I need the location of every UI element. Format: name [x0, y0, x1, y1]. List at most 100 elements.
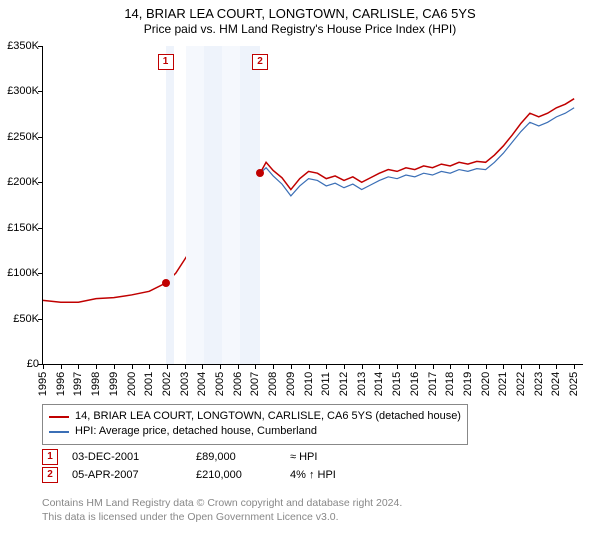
transaction-row: 103-DEC-2001£89,000≈ HPI: [42, 448, 370, 466]
x-tick-mark: [238, 364, 239, 369]
x-tick-label: 2000: [126, 372, 138, 396]
x-tick-label: 1997: [72, 372, 84, 396]
legend-swatch: [49, 431, 69, 433]
x-tick-mark: [415, 364, 416, 369]
sale-marker-1: 1: [158, 54, 174, 70]
x-tick-mark: [574, 364, 575, 369]
series-price_paid: [43, 99, 574, 303]
x-tick-mark: [167, 364, 168, 369]
chart-title: 14, BRIAR LEA COURT, LONGTOWN, CARLISLE,…: [0, 0, 600, 22]
x-tick-label: 2019: [462, 372, 474, 396]
chart-subtitle: Price paid vs. HM Land Registry's House …: [0, 22, 600, 40]
transaction-marker: 2: [42, 467, 58, 483]
x-tick-mark: [220, 364, 221, 369]
y-tick-mark: [38, 228, 43, 229]
transaction-diff: ≈ HPI: [290, 451, 370, 463]
sale-marker-2: 2: [252, 54, 268, 70]
transaction-price: £210,000: [196, 469, 276, 481]
x-tick-mark: [503, 364, 504, 369]
legend-swatch: [49, 416, 69, 418]
x-tick-mark: [291, 364, 292, 369]
x-tick-mark: [78, 364, 79, 369]
y-tick-mark: [38, 91, 43, 92]
legend-box: 14, BRIAR LEA COURT, LONGTOWN, CARLISLE,…: [42, 404, 468, 445]
legend-label: HPI: Average price, detached house, Cumb…: [75, 424, 317, 439]
x-tick-label: 1998: [90, 372, 102, 396]
shaded-band: [186, 46, 204, 364]
x-tick-mark: [521, 364, 522, 369]
x-tick-label: 2002: [161, 372, 173, 396]
chart-plot-area: £0£50K£100K£150K£200K£250K£300K£350K1995…: [42, 46, 583, 365]
x-tick-label: 2021: [497, 372, 509, 396]
x-tick-label: 2012: [338, 372, 350, 396]
x-tick-label: 2016: [409, 372, 421, 396]
x-tick-label: 2020: [480, 372, 492, 396]
x-tick-mark: [344, 364, 345, 369]
y-tick-mark: [38, 319, 43, 320]
x-tick-mark: [362, 364, 363, 369]
x-tick-mark: [379, 364, 380, 369]
x-tick-label: 2008: [267, 372, 279, 396]
y-tick-mark: [38, 137, 43, 138]
x-tick-mark: [468, 364, 469, 369]
x-tick-label: 2013: [356, 372, 368, 396]
shaded-band: [204, 46, 222, 364]
x-tick-label: 2010: [303, 372, 315, 396]
x-tick-label: 2009: [285, 372, 297, 396]
y-tick-mark: [38, 273, 43, 274]
y-tick-label: £200K: [7, 176, 39, 188]
x-tick-label: 2024: [550, 372, 562, 396]
transaction-marker: 1: [42, 449, 58, 465]
x-tick-mark: [486, 364, 487, 369]
transaction-diff: 4% ↑ HPI: [290, 469, 370, 481]
legend-item: 14, BRIAR LEA COURT, LONGTOWN, CARLISLE,…: [49, 409, 461, 424]
x-tick-mark: [132, 364, 133, 369]
shaded-band: [240, 46, 261, 364]
chart-lines: [43, 46, 583, 364]
x-tick-label: 2003: [179, 372, 191, 396]
y-tick-label: £350K: [7, 40, 39, 52]
x-tick-label: 2025: [568, 372, 580, 396]
x-tick-label: 2023: [533, 372, 545, 396]
legend-item: HPI: Average price, detached house, Cumb…: [49, 424, 461, 439]
x-tick-label: 2001: [143, 372, 155, 396]
x-tick-label: 1996: [55, 372, 67, 396]
x-tick-mark: [43, 364, 44, 369]
x-tick-label: 2014: [373, 372, 385, 396]
x-tick-mark: [450, 364, 451, 369]
x-tick-mark: [185, 364, 186, 369]
footer-line-2: This data is licensed under the Open Gov…: [42, 510, 402, 524]
x-tick-mark: [433, 364, 434, 369]
series-hpi: [260, 108, 574, 196]
x-tick-label: 2006: [232, 372, 244, 396]
shaded-band: [222, 46, 240, 364]
footer-attribution: Contains HM Land Registry data © Crown c…: [42, 496, 402, 524]
y-tick-label: £300K: [7, 85, 39, 97]
shaded-band: [166, 46, 174, 364]
x-tick-mark: [61, 364, 62, 369]
x-tick-label: 2018: [444, 372, 456, 396]
transaction-row: 205-APR-2007£210,0004% ↑ HPI: [42, 466, 370, 484]
y-tick-label: £50K: [13, 313, 39, 325]
y-tick-label: £250K: [7, 131, 39, 143]
x-tick-mark: [273, 364, 274, 369]
x-tick-mark: [309, 364, 310, 369]
transaction-table: 103-DEC-2001£89,000≈ HPI205-APR-2007£210…: [42, 448, 370, 484]
x-tick-label: 2017: [427, 372, 439, 396]
x-tick-mark: [202, 364, 203, 369]
x-tick-label: 1999: [108, 372, 120, 396]
x-tick-label: 2004: [196, 372, 208, 396]
legend-label: 14, BRIAR LEA COURT, LONGTOWN, CARLISLE,…: [75, 409, 461, 424]
y-tick-label: £150K: [7, 222, 39, 234]
x-tick-mark: [255, 364, 256, 369]
x-tick-label: 1995: [37, 372, 49, 396]
x-tick-mark: [96, 364, 97, 369]
y-tick-mark: [38, 182, 43, 183]
x-tick-mark: [556, 364, 557, 369]
sale-point: [162, 279, 170, 287]
x-tick-label: 2005: [214, 372, 226, 396]
x-tick-label: 2015: [391, 372, 403, 396]
x-tick-mark: [539, 364, 540, 369]
x-tick-mark: [397, 364, 398, 369]
x-tick-mark: [149, 364, 150, 369]
